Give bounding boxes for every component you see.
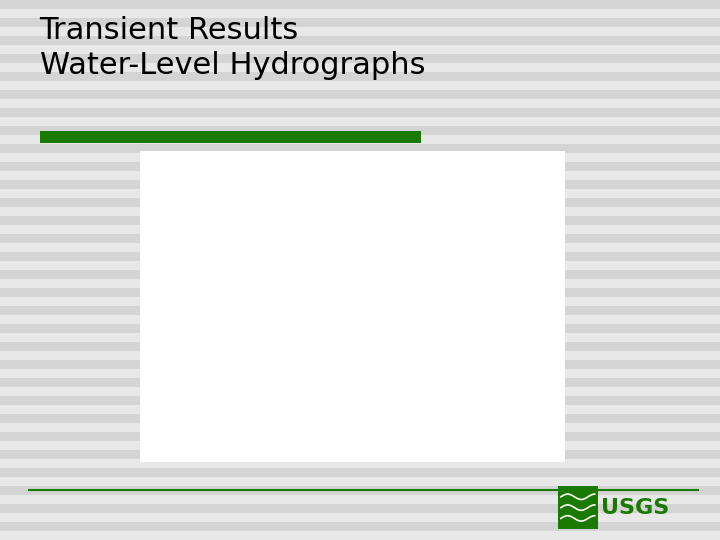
Bar: [0, 225, 720, 234]
Bar: [0, 423, 720, 432]
Bar: [140, 151, 565, 462]
Bar: [0, 72, 720, 81]
Bar: [0, 468, 720, 477]
Text: USGS: USGS: [601, 497, 670, 518]
Bar: [0, 18, 720, 27]
Bar: [0, 252, 720, 261]
Bar: [0, 495, 720, 504]
Bar: [0, 27, 720, 36]
Bar: [0, 351, 720, 360]
Bar: [0, 486, 720, 495]
Bar: [0, 504, 720, 513]
Bar: [0, 36, 720, 45]
Bar: [0, 522, 720, 531]
Bar: [0, 333, 720, 342]
Bar: [0, 432, 720, 441]
Bar: [0, 513, 720, 522]
Bar: [0, 180, 720, 189]
Bar: [0, 171, 720, 180]
Bar: [0, 117, 720, 126]
Bar: [0, 324, 720, 333]
Bar: [0, 126, 720, 135]
Bar: [0, 261, 720, 270]
Bar: [0, 297, 720, 306]
Bar: [0, 306, 720, 315]
Bar: [0, 189, 720, 198]
Bar: [0, 441, 720, 450]
Bar: [0, 45, 720, 54]
Bar: [0, 0, 720, 9]
Bar: [0, 531, 720, 540]
Bar: [0, 279, 720, 288]
Bar: [40, 131, 421, 143]
Bar: [0, 153, 720, 162]
Bar: [0, 378, 720, 387]
Bar: [0, 405, 720, 414]
Bar: [0, 315, 720, 324]
Text: Transient Results
Water-Level Hydrographs: Transient Results Water-Level Hydrograph…: [40, 16, 425, 80]
Bar: [0, 63, 720, 72]
Bar: [0, 81, 720, 90]
Bar: [0, 135, 720, 144]
Bar: [0, 459, 720, 468]
Bar: [0, 450, 720, 459]
Bar: [0, 477, 720, 486]
Bar: [0, 54, 720, 63]
Bar: [0, 288, 720, 297]
Bar: [0, 369, 720, 378]
Bar: [0, 396, 720, 405]
Bar: [0, 216, 720, 225]
Bar: [0, 387, 720, 396]
Bar: [0, 9, 720, 18]
Bar: [0, 144, 720, 153]
Bar: [0, 99, 720, 108]
Bar: [0, 270, 720, 279]
Bar: [0, 243, 720, 252]
Bar: [0, 342, 720, 351]
Bar: [0, 90, 720, 99]
Bar: [0, 414, 720, 423]
Bar: [0, 360, 720, 369]
Bar: [558, 486, 598, 529]
Bar: [0, 108, 720, 117]
Bar: [0, 198, 720, 207]
Bar: [0, 234, 720, 243]
Bar: [0, 207, 720, 216]
Bar: [0, 162, 720, 171]
